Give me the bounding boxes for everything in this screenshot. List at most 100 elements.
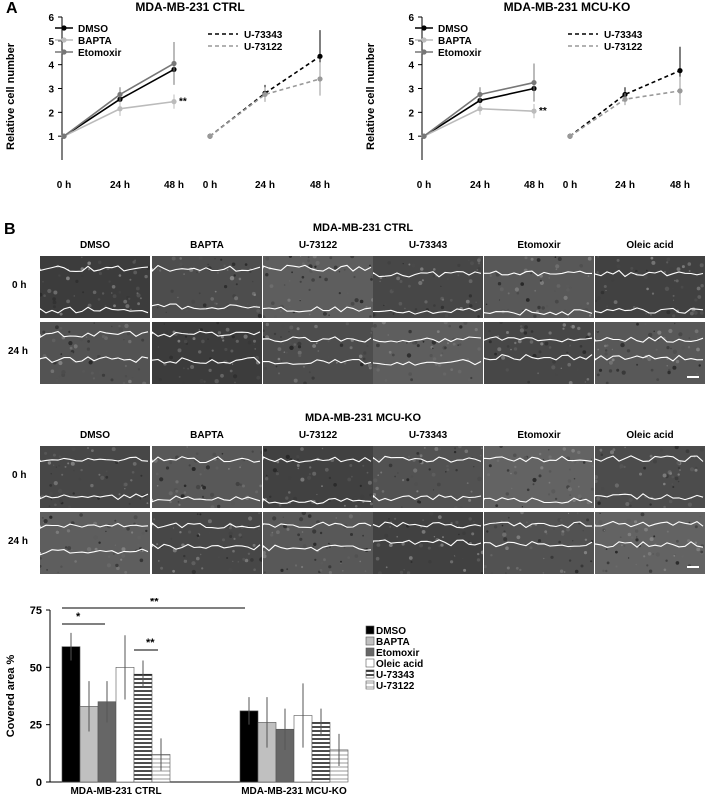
cell-texture <box>165 466 170 470</box>
cell-texture <box>562 447 566 451</box>
cell-texture <box>157 346 160 348</box>
cell-texture <box>505 572 507 574</box>
cell-texture <box>495 504 499 507</box>
cell-texture <box>596 329 599 332</box>
cell-texture <box>453 556 455 558</box>
cell-texture <box>388 350 392 354</box>
cell-texture <box>120 558 123 561</box>
cell-texture <box>411 263 416 268</box>
cell-texture <box>459 325 463 329</box>
cell-texture <box>227 446 232 449</box>
cell-texture <box>307 259 310 263</box>
cell-texture <box>538 350 542 354</box>
column-header: U-73122 <box>298 240 338 251</box>
cell-texture <box>265 477 269 481</box>
cell-texture <box>272 468 277 473</box>
cell-texture <box>50 369 55 373</box>
cell-texture <box>80 274 84 278</box>
cell-texture <box>159 477 164 482</box>
cell-texture <box>676 267 681 271</box>
cell-texture <box>214 258 216 260</box>
wound-edge-line <box>152 543 261 551</box>
cell-texture <box>583 551 588 555</box>
cell-texture <box>328 314 330 316</box>
cell-texture <box>252 280 254 283</box>
cell-texture <box>490 572 493 574</box>
cell-texture <box>59 499 63 503</box>
cell-texture <box>362 534 364 537</box>
cell-texture <box>507 308 509 311</box>
cell-texture <box>506 469 510 472</box>
cell-texture <box>263 448 267 452</box>
cell-texture <box>223 264 226 267</box>
cell-texture <box>466 482 469 484</box>
cell-texture <box>655 348 658 351</box>
cell-texture <box>404 307 406 310</box>
cell-texture <box>278 372 280 375</box>
cell-texture <box>698 364 701 367</box>
cell-texture <box>600 290 605 295</box>
cell-texture <box>540 342 544 346</box>
bar-dmso <box>61 646 81 783</box>
cell-texture <box>188 464 191 467</box>
microscopy-image <box>595 446 705 508</box>
cell-texture <box>49 515 53 519</box>
cell-texture <box>536 310 539 314</box>
cell-texture <box>643 274 648 279</box>
cell-texture <box>476 269 479 271</box>
cell-texture <box>354 298 359 303</box>
microscopy-image <box>373 322 483 384</box>
cell-texture <box>523 331 528 335</box>
cell-texture <box>254 348 256 350</box>
wound-edge-line <box>373 359 482 366</box>
cell-texture <box>244 558 249 563</box>
cell-texture <box>108 280 111 283</box>
cell-texture <box>507 516 510 519</box>
cell-texture <box>394 475 396 478</box>
cell-texture <box>196 534 200 537</box>
cell-texture <box>258 528 260 530</box>
cell-texture <box>592 525 594 529</box>
cell-texture <box>280 336 282 338</box>
cell-texture <box>198 270 201 273</box>
cell-texture <box>205 465 210 470</box>
cell-texture <box>71 447 76 451</box>
cell-texture <box>497 347 502 352</box>
cell-texture <box>328 571 332 574</box>
cell-texture <box>606 561 610 565</box>
wound-edge-line <box>373 307 482 315</box>
cell-texture <box>124 570 128 574</box>
cell-texture <box>52 305 56 309</box>
cell-texture <box>488 329 491 333</box>
legend-label: Oleic acid <box>376 659 423 670</box>
cell-texture <box>561 530 565 534</box>
cell-texture <box>128 339 132 344</box>
cell-texture <box>562 327 565 330</box>
cell-texture <box>297 467 300 470</box>
wound-edge-line <box>263 358 372 365</box>
cell-texture <box>171 256 176 261</box>
cell-texture <box>567 362 571 367</box>
cell-texture <box>105 470 108 473</box>
cell-texture <box>696 286 701 291</box>
cell-texture <box>647 552 652 556</box>
cell-texture <box>675 561 680 565</box>
cell-texture <box>639 472 642 476</box>
cell-texture <box>548 455 552 459</box>
cell-texture <box>557 257 562 261</box>
cell-texture <box>514 287 519 292</box>
microscopy-image <box>595 322 705 384</box>
data-point <box>171 99 177 105</box>
cell-texture <box>667 370 671 375</box>
cell-texture <box>681 555 684 558</box>
cell-texture <box>646 269 648 272</box>
cell-texture <box>141 338 145 342</box>
cell-texture <box>646 287 649 291</box>
cell-texture <box>412 332 415 335</box>
wound-edge-line <box>263 306 372 313</box>
cell-texture <box>688 337 691 339</box>
cell-texture <box>342 570 344 572</box>
cell-texture <box>353 275 356 279</box>
cell-texture <box>526 488 530 492</box>
cell-texture <box>280 568 284 572</box>
